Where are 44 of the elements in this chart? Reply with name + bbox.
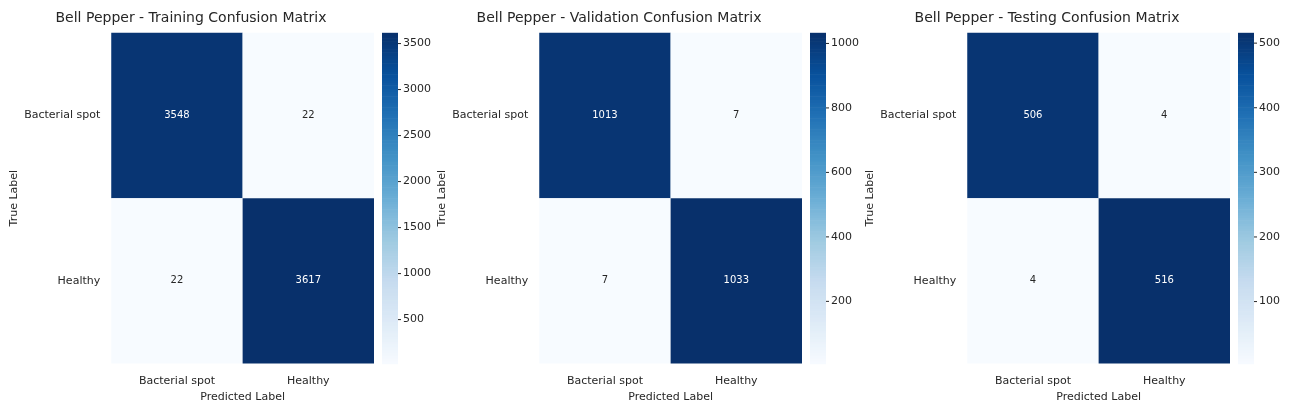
x-tick-label: Healthy	[1142, 374, 1187, 388]
color-bar-label: 2000	[403, 174, 431, 188]
color-bar-label: 3500	[403, 36, 431, 50]
color-bar-label: 3000	[403, 82, 431, 96]
data-label: 4	[1029, 274, 1037, 286]
color-bar-label: 500	[1259, 36, 1280, 49]
color-bar-label: 500	[403, 312, 424, 326]
chart-title: Bell Pepper - Testing Confusion Matrix	[914, 9, 1180, 26]
x-tick-label: Bacterial spot	[566, 374, 644, 388]
y-axis-title: True Label	[863, 169, 877, 228]
x-tick-label: Bacterial spot	[994, 374, 1072, 388]
y-axis-title: True Label	[7, 169, 21, 228]
data-label: 4	[1161, 109, 1168, 121]
color-bar-label: 100	[1259, 294, 1280, 308]
color-bar-label: 800	[831, 100, 852, 114]
data-label: 3617	[295, 274, 322, 286]
x-axis-title: Predicted Label	[628, 390, 714, 404]
color-bar-label: 1000	[831, 36, 859, 50]
data-label: 1013	[592, 109, 618, 121]
x-tick-label: Healthy	[714, 374, 759, 388]
color-bar-label: 200	[1259, 229, 1280, 243]
x-axis-title: Predicted Label	[200, 390, 286, 404]
chart-title: Bell Pepper - Training Confusion Matrix	[55, 9, 327, 26]
data-label: 516	[1154, 274, 1174, 286]
data-label: 1033	[723, 274, 750, 286]
color-bar-label: 600	[831, 165, 852, 179]
data-label: 7	[601, 274, 609, 286]
chart-title: Bell Pepper - Validation Confusion Matrix	[476, 9, 762, 26]
x-tick-label: Bacterial spot	[138, 374, 216, 388]
color-bar-label: 2500	[403, 128, 431, 142]
color-bar-label: 400	[831, 229, 852, 243]
data-label: 22	[170, 274, 184, 286]
data-label: 7	[733, 109, 740, 121]
data-label: 3548	[164, 109, 190, 121]
color-bar-label: 200	[831, 294, 852, 308]
x-tick-label: Healthy	[286, 374, 331, 388]
color-bar-label: 400	[1259, 100, 1280, 114]
color-bar-label: 300	[1259, 165, 1280, 179]
color-bar-label: 1000	[403, 266, 431, 280]
y-axis-title: True Label	[435, 169, 449, 228]
data-label: 506	[1023, 109, 1043, 121]
color-bar-label: 1500	[403, 220, 431, 234]
x-axis-title: Predicted Label	[1056, 390, 1142, 404]
data-label: 22	[301, 109, 315, 121]
